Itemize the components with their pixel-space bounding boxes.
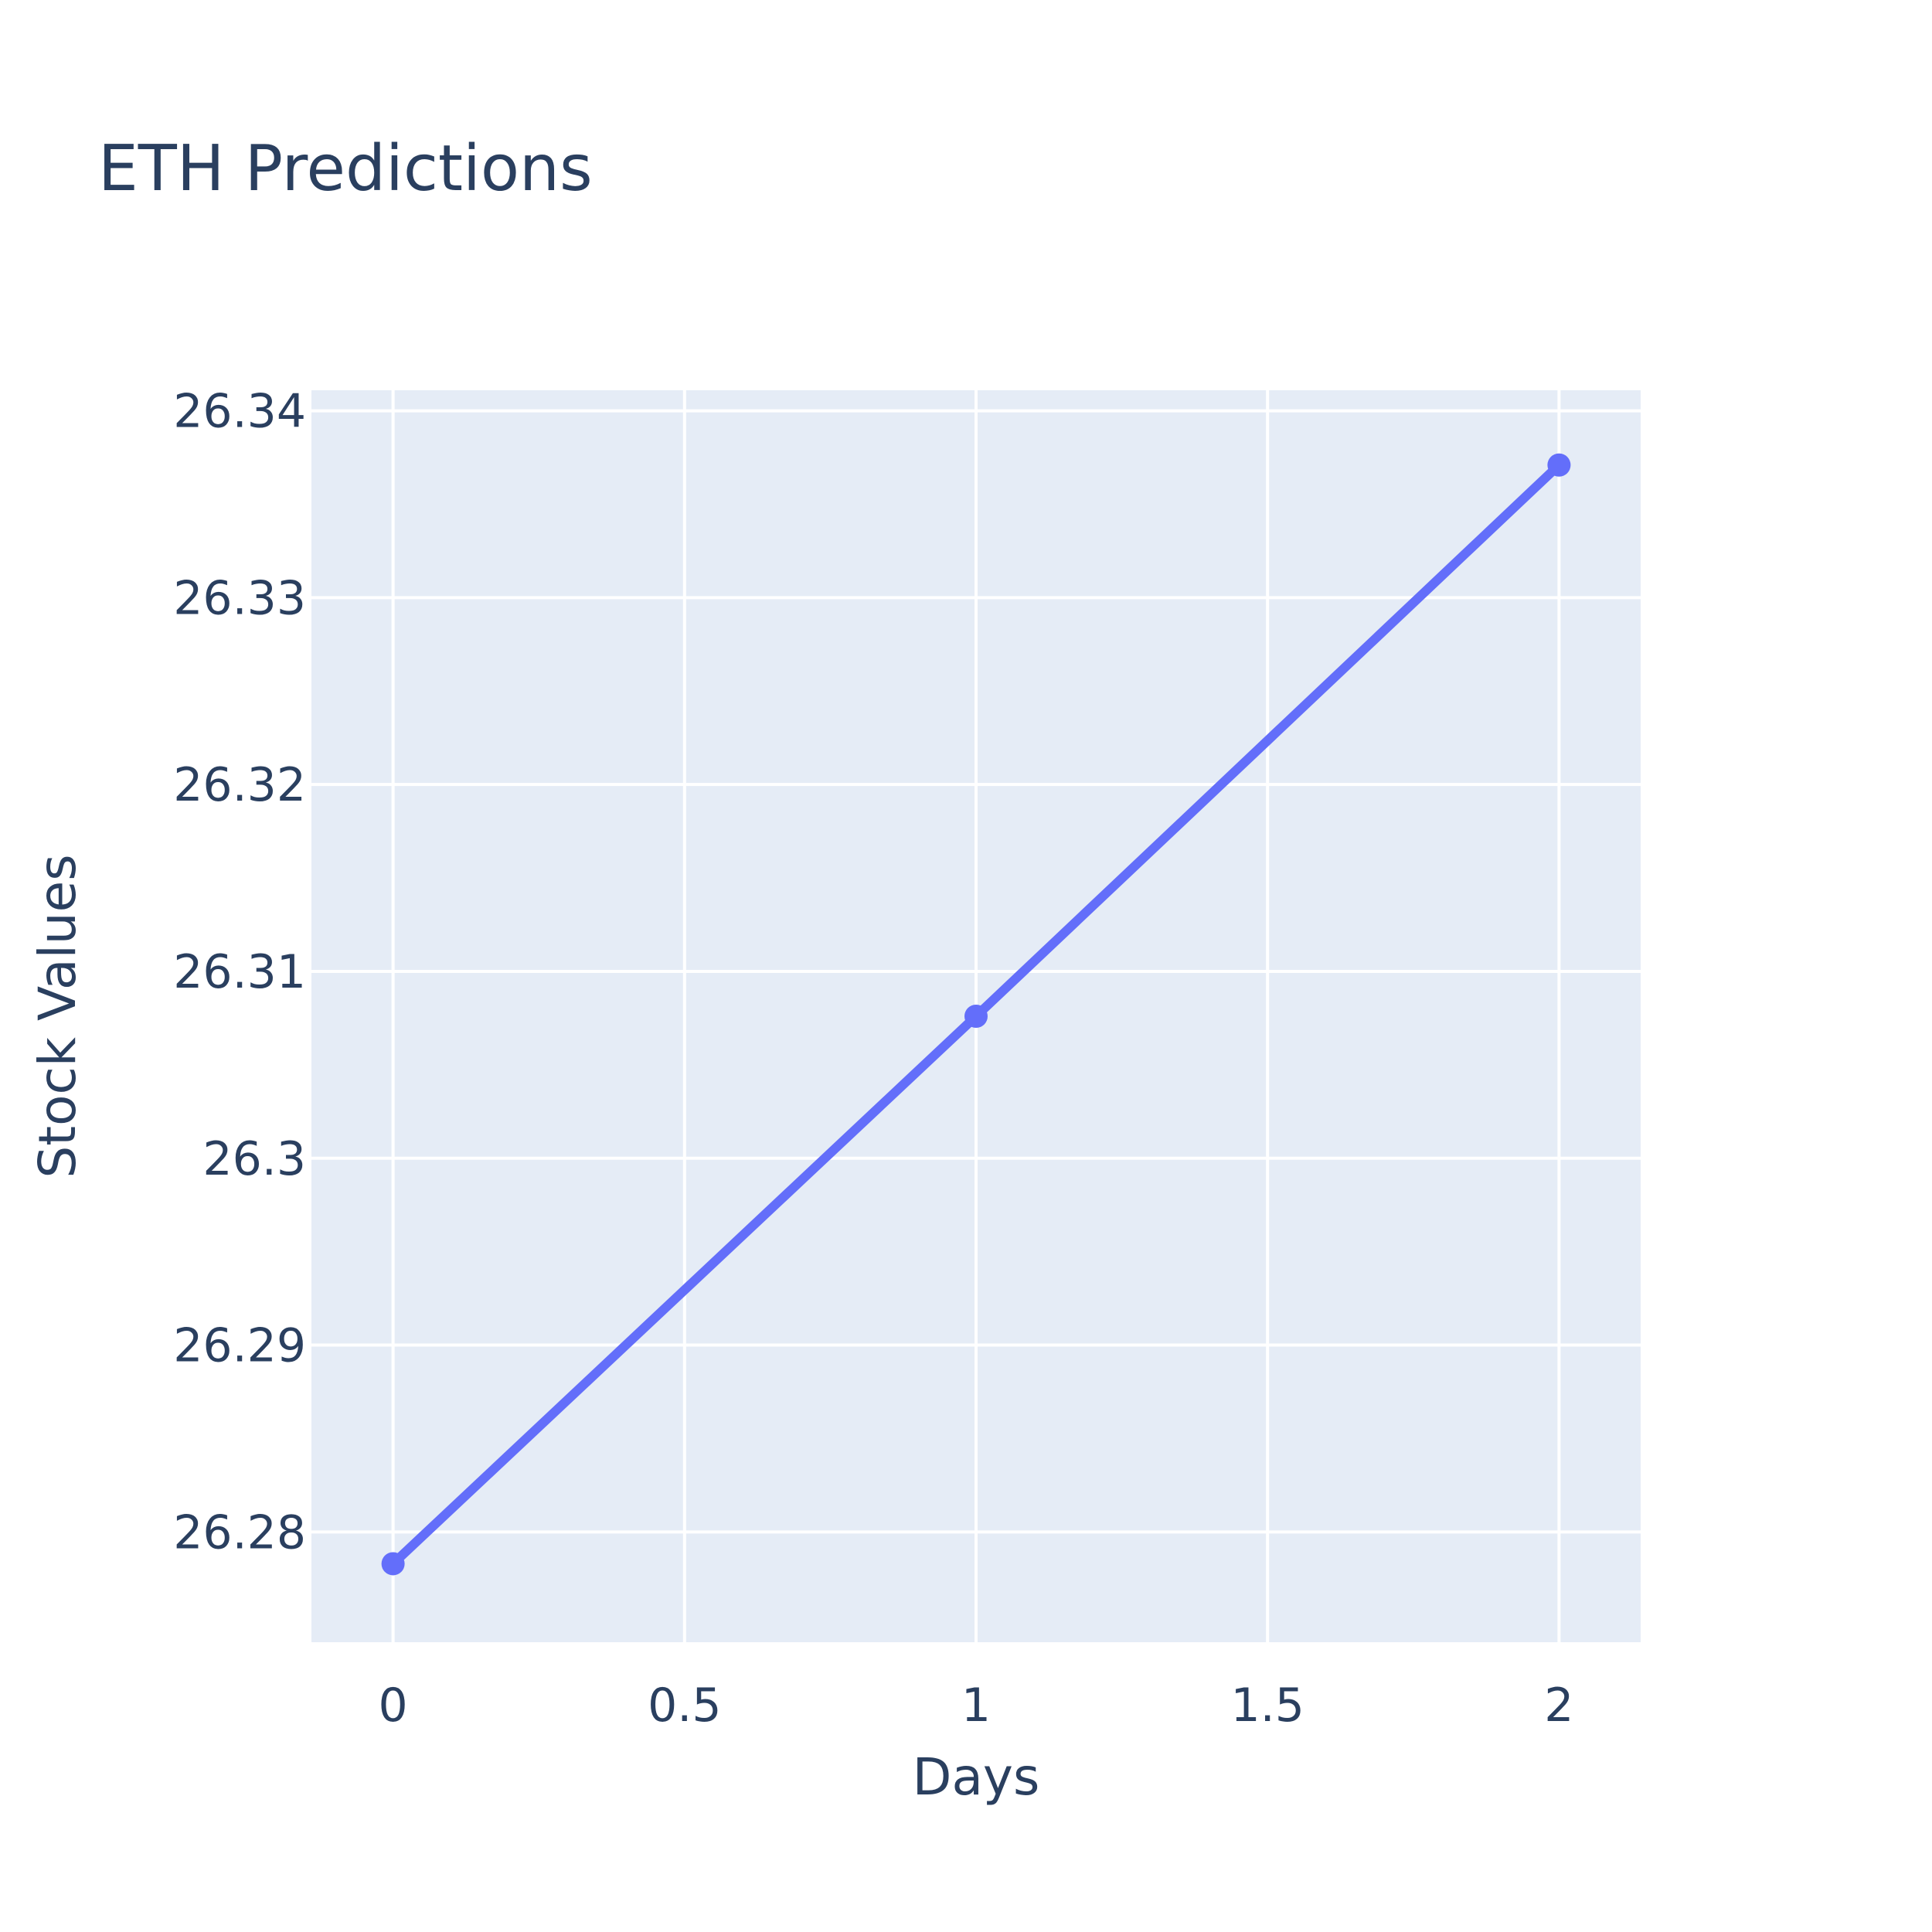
y-tick-label: 26.34 xyxy=(173,385,306,439)
data-point xyxy=(381,1552,405,1576)
x-axis-ticks: 0 0.5 1 1.5 2 xyxy=(379,1679,1574,1733)
data-point xyxy=(1547,453,1571,477)
x-tick-label: 0.5 xyxy=(648,1679,721,1733)
x-axis-title: Days xyxy=(913,1747,1040,1807)
y-tick-label: 26.31 xyxy=(173,945,306,999)
y-tick-label: 26.28 xyxy=(173,1505,306,1560)
data-point xyxy=(964,1005,988,1028)
y-tick-label: 26.33 xyxy=(173,571,306,625)
y-axis-title: Stock Values xyxy=(28,854,87,1178)
series-layer xyxy=(381,453,1571,1576)
x-tick-label: 2 xyxy=(1544,1679,1573,1733)
y-tick-label: 26.32 xyxy=(173,758,306,812)
x-tick-label: 1 xyxy=(961,1679,991,1733)
x-tick-label: 0 xyxy=(379,1679,408,1733)
chart-title: ETH Predictions xyxy=(98,132,593,206)
y-tick-label: 26.29 xyxy=(173,1319,306,1373)
x-tick-label: 1.5 xyxy=(1230,1679,1304,1733)
y-axis-ticks: 26.28 26.29 26.3 26.31 26.32 26.33 26.34 xyxy=(173,385,306,1560)
y-tick-label: 26.3 xyxy=(202,1132,306,1186)
